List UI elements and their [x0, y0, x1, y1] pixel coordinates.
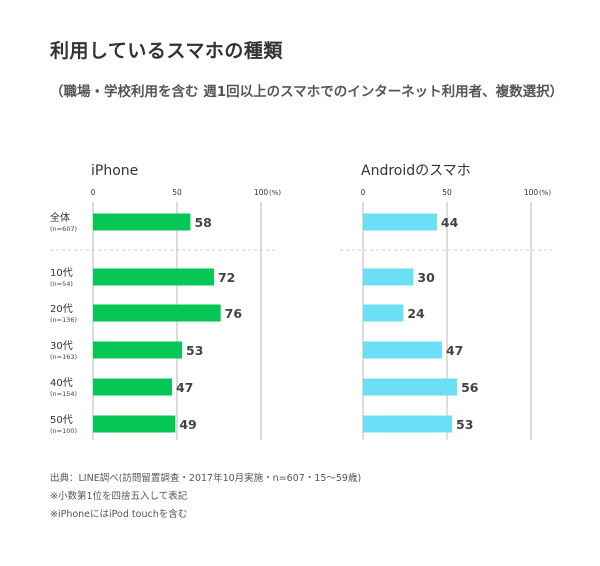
row-n-label: (n=136) — [50, 316, 77, 324]
tick-label: 0 — [91, 188, 96, 197]
bar — [93, 304, 221, 322]
data-label: 47 — [446, 343, 463, 358]
row-n-label: (n=163) — [50, 353, 77, 361]
footnotes: 出典：LINE調べ(訪問留置調査・2017年10月実施・n=607・15〜59歳… — [50, 470, 361, 524]
data-label: 76 — [225, 306, 243, 321]
row-label: 50代 — [50, 414, 73, 426]
ipod-note: ※iPhoneにはiPod touchを含む — [50, 509, 188, 520]
data-label: 53 — [186, 343, 203, 358]
data-label: 44 — [441, 215, 459, 230]
bar — [363, 341, 442, 359]
data-label: 24 — [407, 306, 425, 321]
bar — [363, 304, 404, 322]
data-label: 72 — [218, 270, 235, 285]
row-label: 30代 — [50, 340, 73, 352]
row-n-label: (n=607) — [50, 225, 77, 233]
bar — [363, 415, 453, 433]
bar — [93, 268, 214, 286]
bar — [93, 213, 191, 231]
unit-label: (%) — [269, 189, 281, 197]
row-n-label: (n=154) — [50, 390, 77, 398]
chart-title: 利用しているスマホの種類 — [50, 40, 283, 62]
row-label: 全体 — [50, 211, 70, 224]
row-n-label: (n=100) — [50, 427, 77, 435]
bar — [93, 341, 183, 359]
tick-label: 50 — [172, 188, 182, 197]
data-label: 47 — [176, 380, 193, 395]
data-label: 56 — [461, 380, 479, 395]
panel-title: iPhone — [91, 163, 138, 179]
rounding-note: ※小数第1位を四捨五入して表記 — [50, 491, 188, 502]
row-label: 40代 — [50, 377, 73, 389]
row-label: 10代 — [50, 267, 73, 279]
bar — [93, 415, 176, 433]
tick-label: 100 — [254, 188, 269, 197]
bar — [363, 378, 458, 396]
tick-label: 0 — [361, 188, 366, 197]
tick-label: 50 — [442, 188, 452, 197]
bar — [93, 378, 172, 396]
unit-label: (%) — [539, 189, 551, 197]
data-label: 58 — [194, 215, 211, 230]
data-label: 30 — [417, 270, 435, 285]
bar-chart: 全体(n=607) 10代(n=54) 20代(n=136) 30代(n=163) 40… — [50, 163, 552, 440]
data-label: 53 — [456, 417, 473, 432]
bar — [363, 213, 437, 231]
tick-label: 100 — [524, 188, 539, 197]
panel-title: Androidのスマホ — [361, 163, 471, 179]
chart-subtitle: （職場・学校利用を含む 週1回以上のスマホでのインターネット利用者、複数選択） — [50, 84, 564, 100]
source-note: 出典：LINE調べ(訪問留置調査・2017年10月実施・n=607・15〜59歳… — [50, 473, 362, 484]
bar — [363, 268, 414, 286]
row-n-label: (n=54) — [50, 280, 73, 288]
data-label: 49 — [179, 417, 196, 432]
row-label: 20代 — [50, 303, 73, 315]
